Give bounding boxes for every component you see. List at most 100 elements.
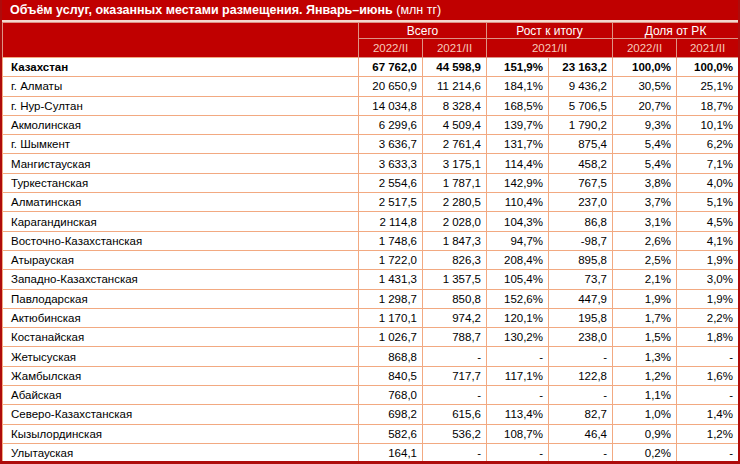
value-cell: 4,0%: [677, 173, 739, 192]
value-cell: -: [677, 386, 739, 405]
region-name-cell: Восточно-Казахстанская: [3, 231, 359, 250]
table-row: Алматинская2 517,52 280,5110,4%237,03,7%…: [3, 193, 739, 212]
value-cell: 0,2%: [613, 443, 677, 462]
value-cell: 86,8: [549, 212, 613, 231]
value-cell: 1,6%: [677, 366, 739, 385]
data-table: ВсегоРост к итогуДоля от РК 2022/II2021/…: [2, 22, 739, 463]
table-row: Кызылординская582,6536,2108,7%46,40,9%1,…: [3, 424, 739, 443]
value-cell: 767,5: [549, 173, 613, 192]
value-cell: 582,6: [359, 424, 423, 443]
value-cell: 2,5%: [613, 250, 677, 269]
value-cell: 130,2%: [487, 328, 549, 347]
region-name-cell: Атырауская: [3, 250, 359, 269]
value-cell: 1,9%: [677, 250, 739, 269]
value-cell: 447,9: [549, 289, 613, 308]
value-cell: -: [487, 386, 549, 405]
region-name-cell: Туркестанская: [3, 173, 359, 192]
column-year-header: 2021/II: [487, 39, 613, 58]
region-name-cell: г. Алматы: [3, 77, 359, 96]
value-cell: 4,1%: [677, 231, 739, 250]
value-cell: -: [677, 443, 739, 462]
value-cell: -: [423, 443, 487, 462]
value-cell: 2 114,8: [359, 212, 423, 231]
region-name-cell: Павлодарская: [3, 289, 359, 308]
value-cell: 1,9%: [613, 289, 677, 308]
value-cell: 237,0: [549, 193, 613, 212]
region-name-cell: Северо-Казахстанская: [3, 405, 359, 424]
value-cell: 238,0: [549, 328, 613, 347]
value-cell: 1 722,0: [359, 250, 423, 269]
value-cell: 1,0%: [613, 405, 677, 424]
value-cell: 974,2: [423, 308, 487, 327]
value-cell: 895,8: [549, 250, 613, 269]
value-cell: 82,7: [549, 405, 613, 424]
value-cell: 108,7%: [487, 424, 549, 443]
table-row: Туркестанская2 554,61 787,1142,9%767,53,…: [3, 173, 739, 192]
value-cell: 9 436,2: [549, 77, 613, 96]
value-cell: 458,2: [549, 154, 613, 173]
table-title-text: Объём услуг, оказанных местами размещени…: [10, 3, 393, 17]
value-cell: 131,7%: [487, 135, 549, 154]
region-name-cell: Абайская: [3, 386, 359, 405]
value-cell: 67 762,0: [359, 58, 423, 77]
value-cell: 768,0: [359, 386, 423, 405]
value-cell: 0,9%: [613, 424, 677, 443]
table-row: Жетысуская868,8---1,3%-: [3, 347, 739, 366]
table-row: Мангистауская3 633,33 175,1114,4%458,25,…: [3, 154, 739, 173]
value-cell: 2,1%: [613, 270, 677, 289]
value-cell: 1 170,1: [359, 308, 423, 327]
region-name-cell: Кызылординская: [3, 424, 359, 443]
value-cell: 2 761,4: [423, 135, 487, 154]
value-cell: 850,8: [423, 289, 487, 308]
table-row: Карагандинская2 114,82 028,0104,3%86,83,…: [3, 212, 739, 231]
table-row: Восточно-Казахстанская1 748,61 847,394,7…: [3, 231, 739, 250]
value-cell: 1 026,7: [359, 328, 423, 347]
value-cell: 18,7%: [677, 96, 739, 115]
value-cell: -: [423, 347, 487, 366]
table-row: г. Нур-Султан14 034,88 328,4168,5%5 706,…: [3, 96, 739, 115]
value-cell: -: [549, 386, 613, 405]
region-name-cell: г. Шымкент: [3, 135, 359, 154]
value-cell: 6 299,6: [359, 115, 423, 134]
value-cell: 1,7%: [613, 308, 677, 327]
table-row: Акмолинская6 299,64 509,4139,7%1 790,29,…: [3, 115, 739, 134]
corner-cell: [3, 23, 359, 58]
value-cell: 2,6%: [613, 231, 677, 250]
value-cell: 1 431,3: [359, 270, 423, 289]
value-cell: 5,4%: [613, 154, 677, 173]
column-year-header: 2021/II: [677, 39, 739, 58]
value-cell: 8 328,4: [423, 96, 487, 115]
table-title-unit-text: (млн тг): [396, 3, 441, 17]
table-title: Объём услуг, оказанных местами размещени…: [2, 0, 738, 22]
value-cell: 875,4: [549, 135, 613, 154]
value-cell: 142,9%: [487, 173, 549, 192]
value-cell: 2 517,5: [359, 193, 423, 212]
region-name-cell: Акмолинская: [3, 115, 359, 134]
value-cell: 114,4%: [487, 154, 549, 173]
value-cell: 698,2: [359, 405, 423, 424]
value-cell: 6,2%: [677, 135, 739, 154]
value-cell: 184,1%: [487, 77, 549, 96]
value-cell: 5,1%: [677, 193, 739, 212]
value-cell: 2,2%: [677, 308, 739, 327]
value-cell: 5,4%: [613, 135, 677, 154]
value-cell: 25,1%: [677, 77, 739, 96]
value-cell: -: [487, 443, 549, 462]
table-row: Актюбинская1 170,1974,2120,1%195,81,7%2,…: [3, 308, 739, 327]
value-cell: 10,1%: [677, 115, 739, 134]
value-cell: 195,8: [549, 308, 613, 327]
region-name-cell: Жамбылская: [3, 366, 359, 385]
value-cell: 1,2%: [613, 366, 677, 385]
value-cell: 110,4%: [487, 193, 549, 212]
value-cell: 3 175,1: [423, 154, 487, 173]
value-cell: 30,5%: [613, 77, 677, 96]
table-row: Казахстан67 762,044 598,9151,9%23 163,21…: [3, 58, 739, 77]
value-cell: 164,1: [359, 443, 423, 462]
value-cell: -: [677, 347, 739, 366]
region-name-cell: Улытауская: [3, 443, 359, 462]
region-name-cell: Жетысуская: [3, 347, 359, 366]
table-row: Северо-Казахстанская698,2615,6113,4%82,7…: [3, 405, 739, 424]
column-year-header: 2022/II: [613, 39, 677, 58]
value-cell: 46,4: [549, 424, 613, 443]
value-cell: 1,5%: [613, 328, 677, 347]
